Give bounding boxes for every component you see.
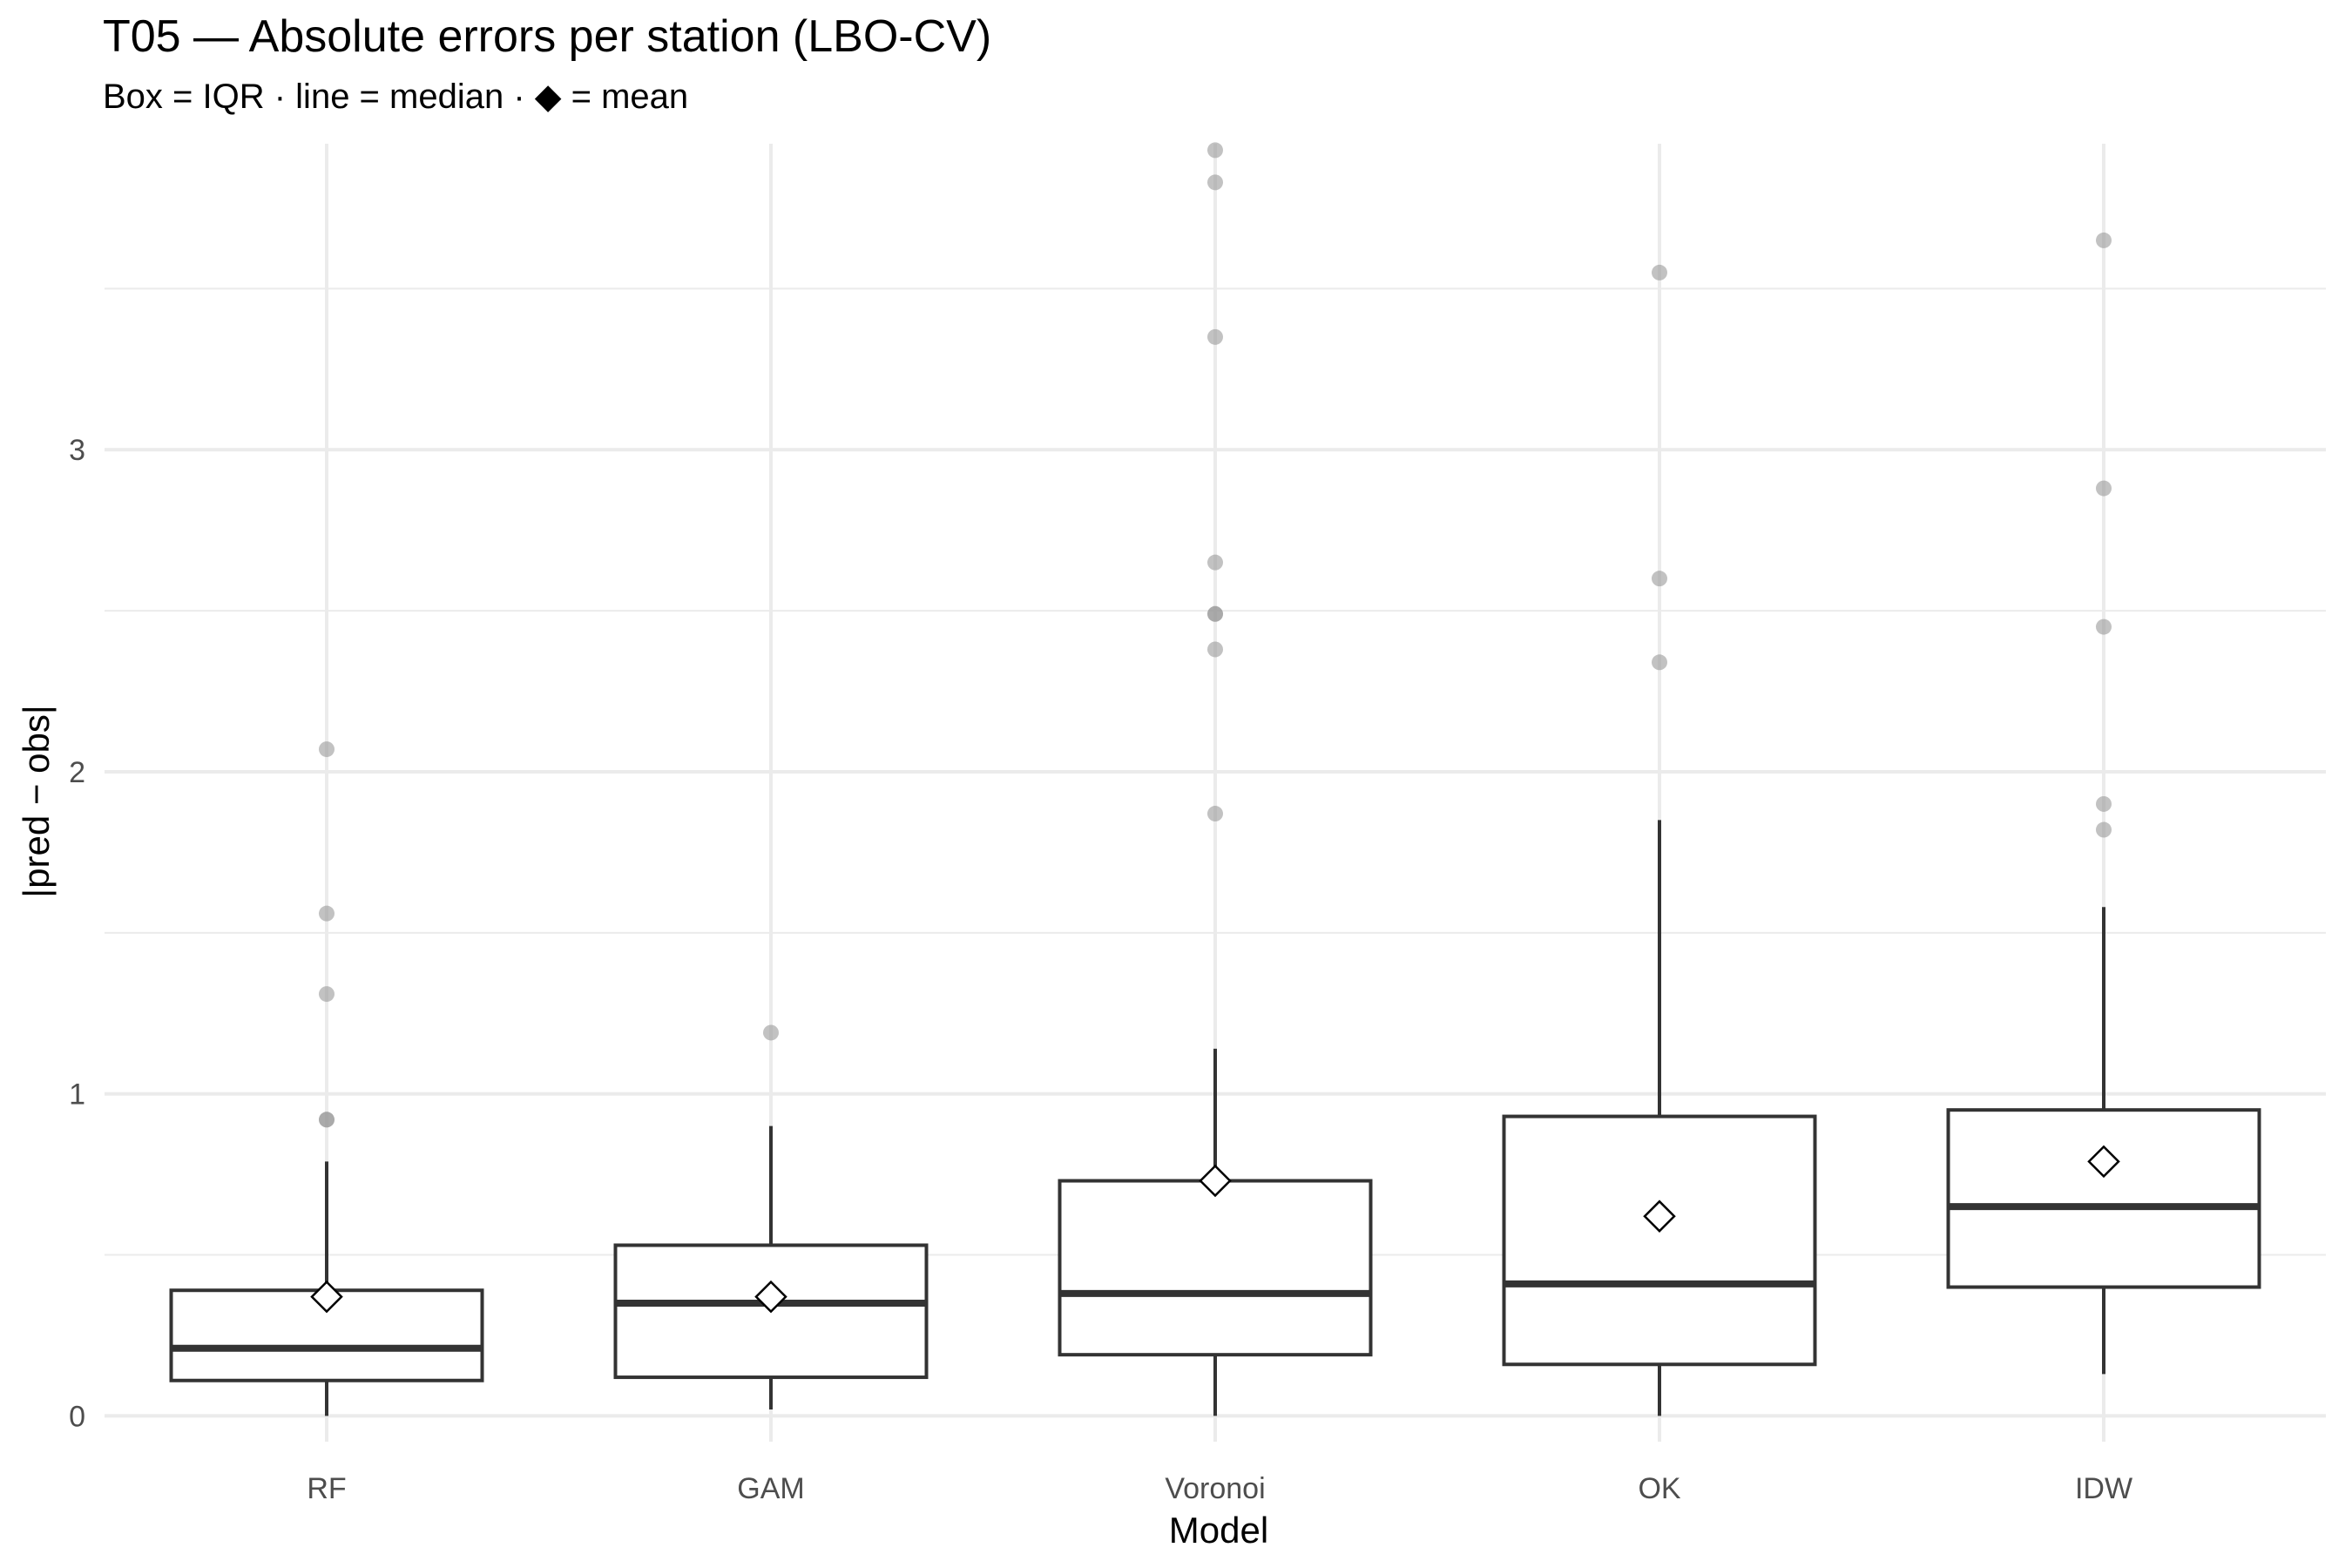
outlier-point: [763, 1024, 779, 1041]
outlier-point: [2096, 232, 2112, 248]
chart-subtitle: Box = IQR · line = median · ◆ = mean: [103, 78, 689, 116]
chart-title: T05 — Absolute errors per station (LBO-C…: [103, 11, 992, 62]
box-idw: [1946, 232, 2261, 1375]
outlier-point: [1207, 554, 1223, 571]
mean-marker: [754, 1280, 787, 1314]
y-tick-label: 1: [69, 1078, 85, 1112]
outlier-point: [2096, 795, 2112, 812]
outlier-point: [2096, 821, 2112, 838]
box-rf: [169, 741, 484, 1416]
outlier-point: [1207, 806, 1223, 822]
outlier-point: [319, 905, 335, 922]
x-tick-label: IDW: [2075, 1472, 2132, 1505]
x-tick-label: OK: [1638, 1472, 1680, 1505]
outlier-point: [2096, 480, 2112, 497]
outlier-point: [1207, 142, 1223, 159]
y-tick-label: 2: [69, 756, 85, 789]
iqr-box: [1502, 1114, 1817, 1367]
mean-marker: [1199, 1164, 1232, 1198]
outlier-point: [319, 1112, 335, 1128]
tick-labels: 0 1 2 3 RF GAM Voronoi OK IDW: [69, 434, 2132, 1505]
x-tick-label: RF: [307, 1472, 346, 1505]
box-ok: [1502, 264, 1817, 1416]
x-axis-title: Model: [1169, 1510, 1268, 1551]
x-tick-label: GAM: [737, 1472, 804, 1505]
y-tick-label: 0: [69, 1400, 85, 1433]
outlier-point: [1652, 654, 1667, 671]
outlier-point: [1207, 641, 1223, 658]
outlier-point: [1207, 174, 1223, 191]
outlier-point: [1207, 605, 1223, 622]
grid: [105, 144, 2326, 1442]
iqr-box: [1058, 1179, 1373, 1357]
outlier-point: [319, 741, 335, 758]
outlier-point: [319, 986, 335, 1003]
box-voronoi: [1058, 142, 1373, 1416]
y-axis-title: |pred − obs|: [16, 705, 57, 897]
mean-marker: [310, 1280, 343, 1314]
mean-marker: [1643, 1200, 1676, 1233]
mean-marker: [2087, 1145, 2120, 1179]
outlier-point: [1652, 264, 1667, 280]
y-tick-label: 3: [69, 434, 85, 467]
x-tick-label: Voronoi: [1165, 1472, 1265, 1505]
outlier-point: [1207, 328, 1223, 345]
outlier-point: [1652, 571, 1667, 587]
outlier-point: [2096, 618, 2112, 635]
box-gam: [613, 1024, 929, 1410]
boxes: [169, 142, 2261, 1416]
iqr-box: [1946, 1108, 2261, 1289]
